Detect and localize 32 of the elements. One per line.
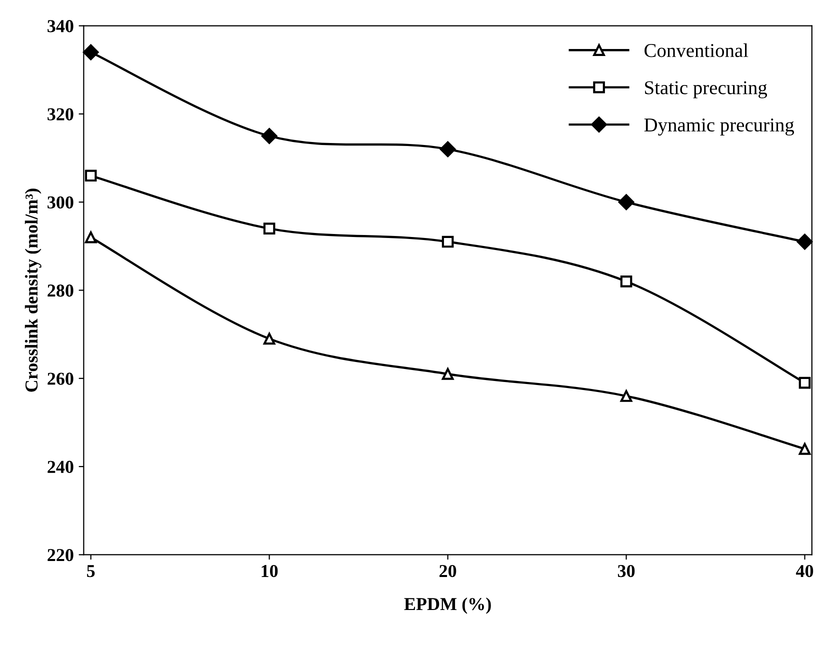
point <box>798 376 811 389</box>
x-tick-label: 20 <box>440 564 456 578</box>
legend-label: Dynamic precuring <box>644 118 794 136</box>
point <box>82 44 99 60</box>
point <box>84 231 97 244</box>
y-tick-label: 220 <box>48 548 74 562</box>
x-tick-label: 5 <box>87 565 95 578</box>
y-tick-label: 340 <box>48 20 74 32</box>
point <box>84 170 97 182</box>
x-tick-label: 30 <box>618 564 635 578</box>
point <box>263 332 276 345</box>
y-tick-label: 300 <box>48 196 74 209</box>
point <box>263 222 276 234</box>
point <box>261 128 278 144</box>
x-tick-label: 40 <box>796 564 814 578</box>
y-tick-label: 260 <box>48 372 74 385</box>
y-tick-label: 240 <box>48 460 74 473</box>
point <box>620 390 632 402</box>
legend-label: Conventional <box>644 43 748 58</box>
point <box>440 141 456 158</box>
y-axis-title: Crosslink density (mol/m³) <box>24 188 42 392</box>
x-tick-label: 10 <box>262 564 278 578</box>
point <box>442 236 454 248</box>
x-axis-title: EPDM (%) <box>404 597 491 614</box>
point <box>620 276 632 288</box>
y-tick-label: 320 <box>48 108 74 120</box>
point <box>618 194 634 210</box>
point <box>798 443 811 455</box>
y-tick-label: 280 <box>48 284 74 297</box>
point <box>442 368 454 380</box>
point <box>796 234 813 250</box>
legend-label: Static precuring <box>645 81 768 98</box>
